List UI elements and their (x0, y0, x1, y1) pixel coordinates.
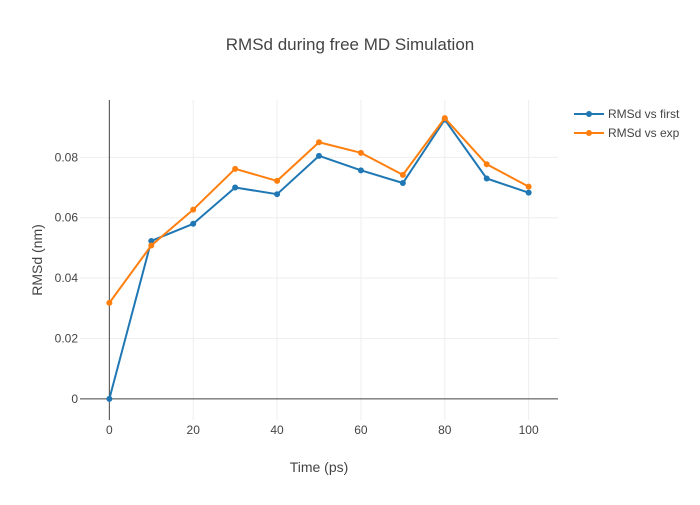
series-1 (106, 116, 532, 402)
data-point (274, 191, 281, 198)
x-tick-label: 80 (438, 423, 452, 437)
series-line (108, 118, 529, 400)
y-tick-label: 0 (71, 392, 78, 406)
data-point (148, 242, 155, 249)
series-2 (106, 115, 532, 306)
tick-labels: 0 20 40 60 80 100 0 0.02 0.04 0.06 0.08 (55, 150, 539, 437)
data-point (399, 171, 406, 178)
x-axis-label: Time (ps) (290, 459, 349, 475)
data-point (232, 184, 239, 191)
series-line (108, 117, 530, 304)
legend-marker (586, 111, 592, 117)
chart-title: RMSd during free MD Simulation (226, 35, 474, 54)
y-tick-label: 0.02 (55, 331, 79, 345)
y-axis-label: RMSd (nm) (29, 224, 45, 296)
y-tick-label: 0.08 (55, 150, 79, 164)
legend-item-1[interactable]: RMSd vs first (574, 107, 680, 121)
x-tick-label: 60 (354, 423, 368, 437)
x-tick-label: 20 (187, 423, 201, 437)
data-point (316, 139, 322, 146)
data-point (190, 220, 197, 227)
x-tick-label: 40 (270, 423, 284, 437)
y-tick-label: 0.06 (55, 211, 79, 225)
data-point (316, 152, 322, 159)
data-point (190, 206, 197, 213)
data-point (274, 177, 281, 184)
legend: RMSd vs first RMSd vs exp (574, 107, 680, 140)
data-point (483, 161, 490, 168)
grid (80, 100, 558, 420)
axes (80, 100, 558, 420)
x-tick-label: 100 (519, 423, 539, 437)
legend-label: RMSd vs exp (608, 126, 680, 140)
data-point (483, 175, 490, 182)
legend-marker (586, 130, 592, 136)
data-point (106, 395, 113, 402)
data-point (525, 183, 532, 190)
series-layer (106, 115, 532, 402)
data-point (441, 115, 448, 122)
y-tick-label: 0.04 (55, 271, 79, 285)
data-point (106, 299, 113, 306)
legend-item-2[interactable]: RMSd vs exp (574, 126, 680, 140)
data-point (357, 149, 364, 156)
data-point (148, 237, 155, 244)
data-point (357, 167, 364, 174)
legend-label: RMSd vs first (608, 107, 680, 121)
x-tick-label: 0 (106, 423, 113, 437)
data-point (232, 165, 239, 172)
data-point (399, 180, 406, 187)
data-point (525, 189, 532, 196)
